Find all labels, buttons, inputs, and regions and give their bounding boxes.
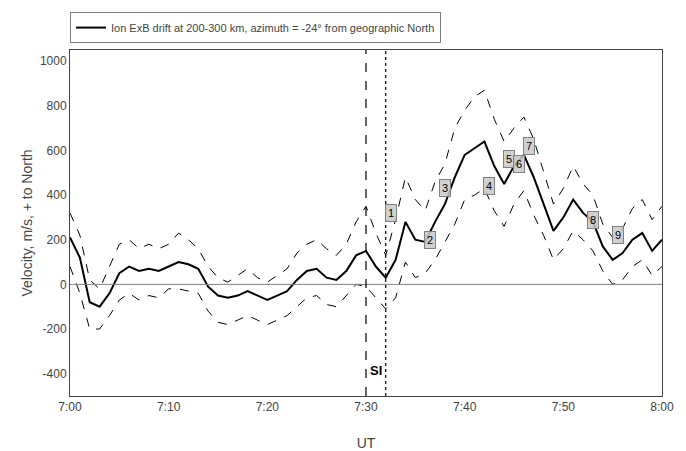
- svg-text:2: 2: [427, 234, 433, 246]
- svg-text:0: 0: [60, 278, 67, 292]
- svg-text:6: 6: [516, 158, 522, 170]
- svg-text:9: 9: [615, 229, 621, 241]
- svg-text:8: 8: [590, 214, 596, 226]
- svg-text:200: 200: [47, 233, 67, 247]
- svg-text:7:30: 7:30: [354, 400, 378, 414]
- svg-text:SI: SI: [370, 363, 382, 378]
- svg-text:600: 600: [47, 144, 67, 158]
- svg-text:800: 800: [47, 99, 67, 113]
- svg-text:7:00: 7:00: [58, 400, 82, 414]
- svg-text:7:50: 7:50: [552, 400, 576, 414]
- svg-text:4: 4: [486, 180, 492, 192]
- svg-text:1: 1: [388, 207, 394, 219]
- svg-text:1000: 1000: [40, 54, 67, 68]
- svg-text:-200: -200: [43, 322, 67, 336]
- svg-text:8:00: 8:00: [650, 400, 674, 414]
- svg-text:Ion ExB drift at 200-300 km, a: Ion ExB drift at 200-300 km, azimuth = -…: [111, 22, 434, 34]
- svg-text:7: 7: [526, 140, 532, 152]
- svg-text:Velocity, m/s, + to North: Velocity, m/s, + to North: [19, 149, 35, 296]
- svg-text:-400: -400: [43, 367, 67, 381]
- svg-text:UT: UT: [357, 435, 376, 451]
- svg-text:7:10: 7:10: [157, 400, 181, 414]
- svg-text:400: 400: [47, 188, 67, 202]
- svg-text:3: 3: [442, 182, 448, 194]
- svg-text:5: 5: [506, 153, 512, 165]
- svg-text:7:20: 7:20: [256, 400, 280, 414]
- svg-text:7:40: 7:40: [453, 400, 477, 414]
